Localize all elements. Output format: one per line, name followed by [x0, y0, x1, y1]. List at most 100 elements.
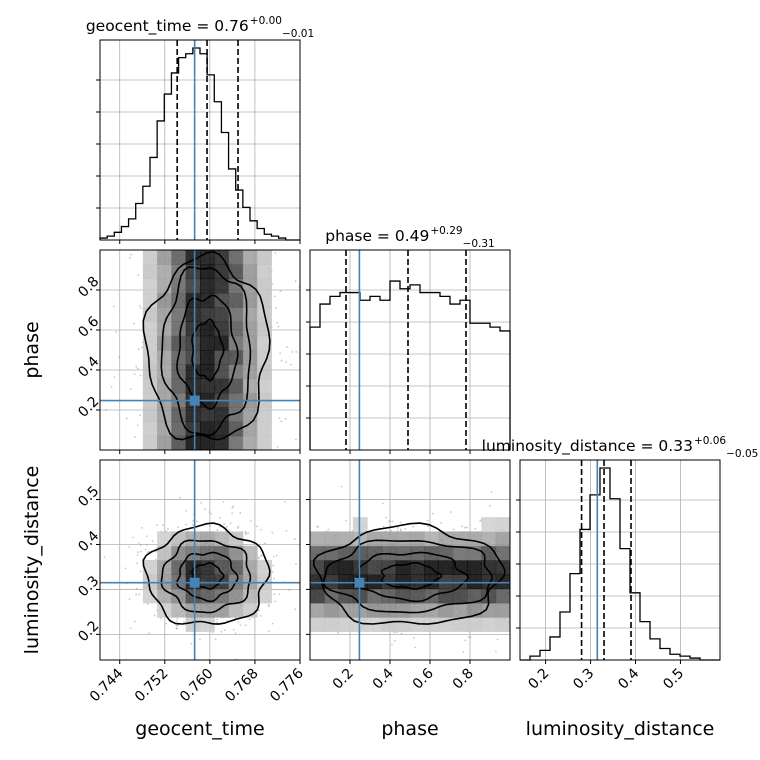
density-cell [228, 378, 244, 394]
sample-point [427, 525, 429, 528]
sample-point [465, 526, 468, 529]
density-cell [200, 335, 215, 351]
x-tick-label: 0.3 [570, 666, 597, 693]
sample-point [179, 496, 181, 499]
sample-point [232, 628, 235, 631]
sample-point [134, 436, 136, 438]
sample-point [440, 522, 443, 524]
sample-point [276, 446, 279, 448]
sample-point [279, 352, 282, 355]
panel-1-0 [96, 249, 301, 454]
density-cell [185, 617, 201, 632]
density-cell [171, 574, 187, 590]
density-cell [200, 421, 215, 437]
density-cell [185, 407, 201, 422]
contour [191, 561, 225, 590]
sample-point [274, 252, 277, 254]
sample-point [231, 512, 234, 514]
density-cell [367, 531, 382, 547]
y-tick-label: 0.4 [75, 528, 102, 555]
ylabel-luminosity-distance: luminosity_distance [21, 466, 43, 655]
x-tick-label: 0.5 [660, 666, 687, 693]
density-cell [495, 602, 510, 618]
density-cell [257, 378, 272, 394]
density-cell [481, 602, 497, 618]
sample-point [384, 516, 387, 519]
density-cell [228, 588, 244, 604]
sample-point [128, 598, 131, 601]
x-tick-label: 0.776 [267, 665, 307, 705]
panel-bg [100, 40, 300, 240]
sample-point [255, 525, 258, 528]
density-cell [171, 307, 187, 322]
density-cell [467, 617, 482, 632]
sample-point [344, 519, 347, 522]
xlabel-phase: phase [381, 718, 438, 740]
density-cell [367, 560, 382, 575]
density-cell [381, 588, 397, 604]
sample-point [148, 632, 151, 635]
sample-point [393, 631, 396, 634]
sample-point [247, 532, 250, 534]
sample-point [183, 620, 185, 623]
sample-point [272, 570, 274, 573]
sample-point [289, 363, 292, 366]
sample-point [285, 530, 288, 532]
sample-point [137, 551, 139, 554]
panel-0-0 [96, 39, 301, 244]
sample-point [222, 501, 225, 503]
density-cell [185, 278, 201, 294]
density-cell [200, 574, 215, 590]
sample-point [200, 501, 202, 504]
density-cell [214, 588, 230, 604]
sample-point [146, 551, 149, 554]
sample-point [155, 550, 158, 553]
sample-point [175, 620, 178, 623]
density-cell [410, 574, 425, 590]
sample-point [431, 512, 434, 515]
sample-point [139, 307, 142, 310]
density-cell [452, 617, 468, 632]
density-cell [214, 292, 230, 308]
density-cell [438, 574, 454, 590]
density-cell [157, 435, 172, 450]
density-cell [157, 378, 172, 394]
sample-point [236, 527, 239, 529]
density-cell [228, 560, 244, 575]
density-cell [214, 602, 230, 618]
xlabel-geocent-time: geocent_time [135, 718, 264, 740]
sample-point [464, 639, 467, 642]
density-cell [171, 321, 187, 337]
sample-point [124, 567, 127, 570]
density-cell [257, 364, 272, 380]
panel-frame [99, 459, 301, 661]
x-tick-label: 0.4 [615, 665, 642, 692]
sample-point [393, 639, 396, 642]
density-cell [395, 531, 411, 547]
sample-point [273, 593, 276, 596]
contour [191, 318, 225, 382]
contour [142, 250, 271, 441]
density-cell [495, 574, 510, 590]
density-cell [324, 560, 340, 575]
sample-point [271, 531, 274, 534]
sample-point [249, 520, 252, 522]
density-cell [310, 602, 325, 618]
density-cell [324, 617, 340, 632]
density-cell [381, 617, 397, 632]
density-cell [495, 545, 510, 561]
density-cell [185, 335, 201, 351]
density-cell [185, 531, 201, 547]
sample-point [381, 502, 384, 505]
sample-point [237, 621, 240, 624]
sample-point [278, 593, 281, 596]
sample-point [248, 618, 251, 621]
sample-point [474, 527, 477, 530]
histogram-geocent_time [99, 47, 300, 241]
panel-bg [520, 460, 720, 660]
sample-point [257, 556, 260, 559]
sample-point [294, 438, 297, 441]
sample-point [192, 523, 194, 526]
sample-point [110, 385, 113, 388]
sample-point [137, 274, 140, 276]
